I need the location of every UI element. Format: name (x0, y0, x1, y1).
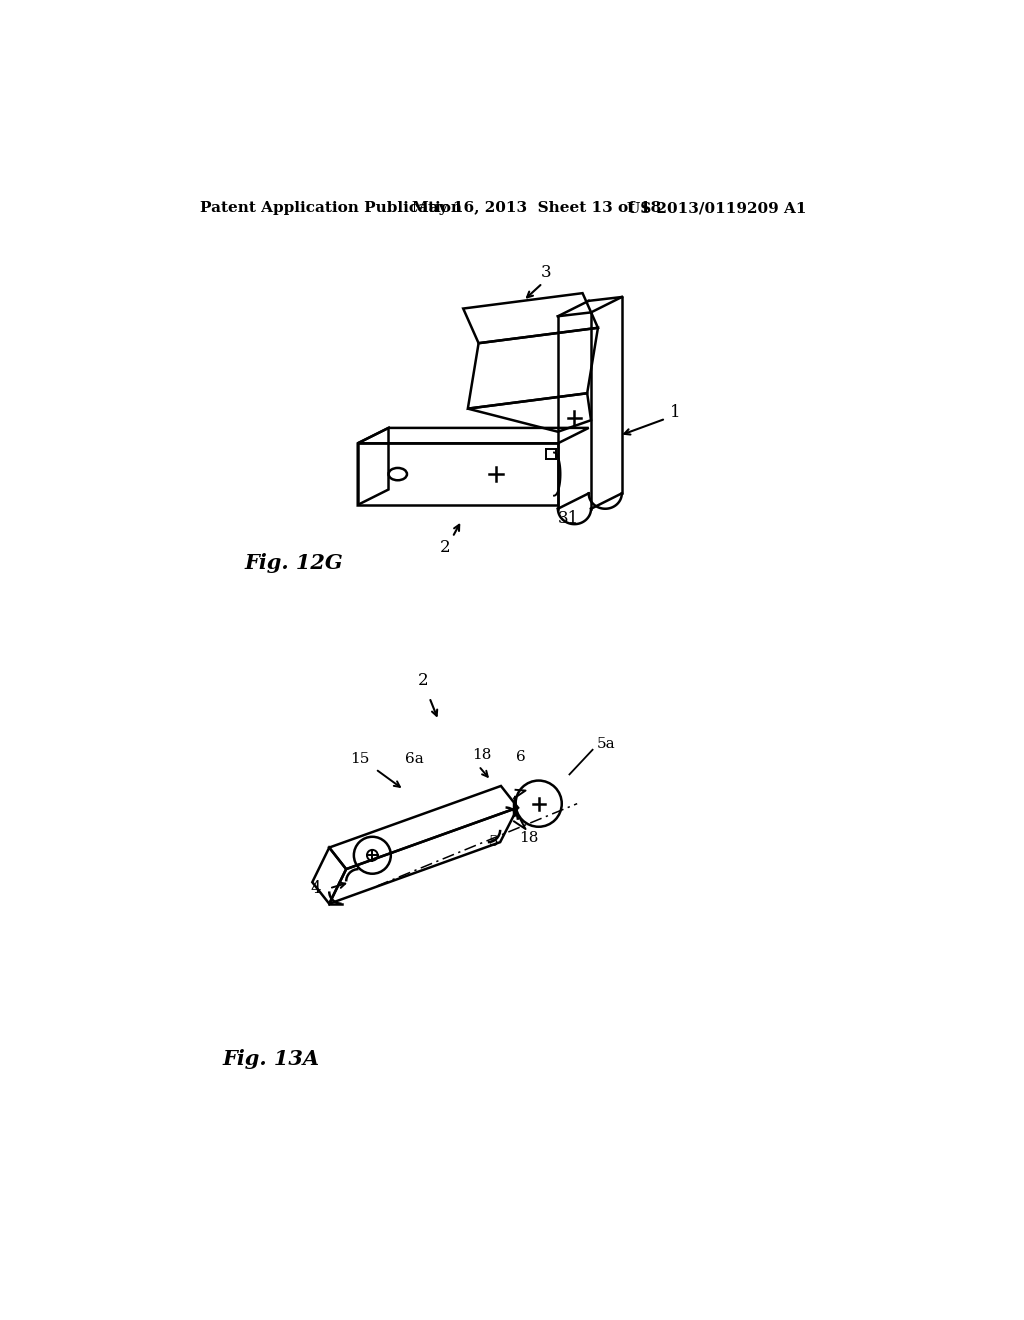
Text: 18: 18 (472, 748, 492, 762)
Text: 6a: 6a (406, 752, 424, 766)
Text: 15: 15 (350, 752, 370, 766)
Text: 1: 1 (670, 404, 680, 421)
Text: 31: 31 (558, 511, 580, 527)
Text: Patent Application Publication: Patent Application Publication (200, 202, 462, 215)
Text: 2: 2 (418, 672, 428, 689)
Text: 5a: 5a (596, 737, 615, 751)
Text: 5: 5 (489, 836, 499, 849)
Text: May 16, 2013  Sheet 13 of 18: May 16, 2013 Sheet 13 of 18 (412, 202, 660, 215)
Text: Fig. 12G: Fig. 12G (245, 553, 343, 573)
Text: 18: 18 (518, 830, 538, 845)
Text: 6: 6 (515, 751, 525, 764)
Text: Fig. 13A: Fig. 13A (223, 1049, 321, 1069)
Text: 4: 4 (311, 880, 322, 896)
Text: US 2013/0119209 A1: US 2013/0119209 A1 (628, 202, 807, 215)
Text: 2: 2 (439, 539, 450, 556)
Text: 3: 3 (541, 264, 552, 281)
